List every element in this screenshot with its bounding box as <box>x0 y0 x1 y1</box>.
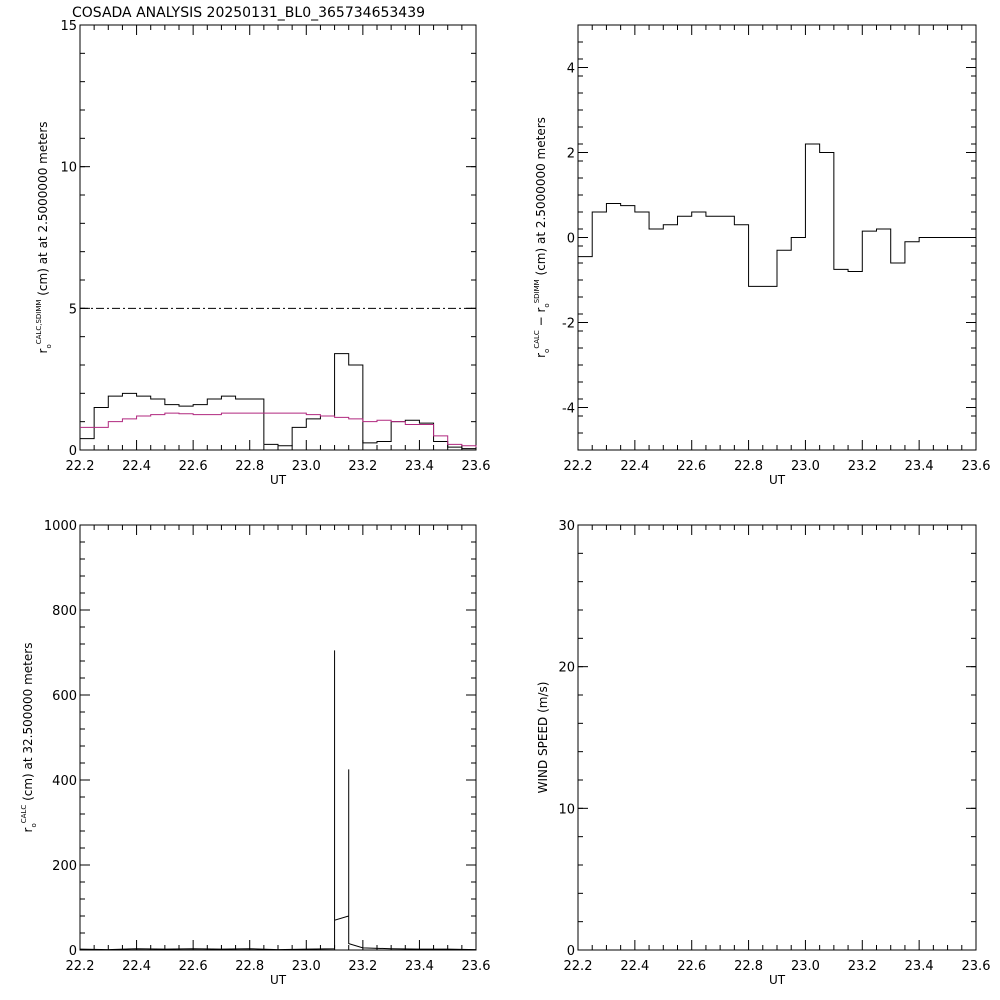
x-axis-label: UT <box>769 973 786 987</box>
series-line-1 <box>80 353 476 450</box>
y-tick-label: 400 <box>52 774 77 789</box>
ylabel-text: (cm) at 32.500000 meters <box>21 643 35 805</box>
ylabel-subscript: o <box>45 344 53 348</box>
x-tick-label: 23.2 <box>848 459 877 474</box>
y-axis-label: roCALC (cm) at 32.500000 meters <box>20 643 38 833</box>
x-tick-label: 22.2 <box>66 959 95 974</box>
x-tick-label: 22.8 <box>734 459 763 474</box>
ylabel-superscript: CALC <box>20 805 28 824</box>
x-tick-label: 22.6 <box>179 959 208 974</box>
ylabel-subscript: o <box>543 303 551 307</box>
y-tick-label: 10 <box>60 161 77 176</box>
y-tick-label: 0 <box>567 232 575 247</box>
ylabel-superscript: CALC,SDIMM <box>35 300 43 345</box>
x-tick-label: 23.6 <box>962 459 991 474</box>
chart-panel-3: 22.2 22.4 22.6 22.8 23.0 23.2 23.4 23.6 UT 0 200 40… <box>20 519 490 987</box>
series-line-1 <box>578 143 976 287</box>
y-tick-label: 10 <box>558 802 575 817</box>
y-tick-label: 5 <box>69 302 77 317</box>
ylabel-superscript: CALC <box>533 330 541 349</box>
ylabel-superscript: SDIMM <box>533 279 541 303</box>
x-tick-label: 23.0 <box>292 459 321 474</box>
y-tick-label: 600 <box>52 689 77 704</box>
plot-frame <box>79 524 477 951</box>
plot-frame <box>79 24 477 451</box>
y-axis-label: roCALC − roSDIMM (cm) at 2.5000000 meter… <box>533 117 551 358</box>
x-tick-label: 23.6 <box>462 959 491 974</box>
x-axis-label: UT <box>769 473 786 487</box>
x-tick-label: 22.2 <box>564 459 593 474</box>
chart-panel-4: 22.2 22.4 22.6 22.8 23.0 23.2 23.4 23.6 UT 0 10 20 3… <box>536 519 990 987</box>
x-tick-label: 23.2 <box>848 959 877 974</box>
y-tick-label: 4 <box>567 62 575 77</box>
y-axis-label: roCALC,SDIMM (cm) at at 2.5000000 meters <box>35 122 53 354</box>
y-tick-label: 30 <box>558 519 575 534</box>
ylabel-text: (cm) at 2.5000000 meters <box>534 117 548 279</box>
x-tick-label: 23.6 <box>462 459 491 474</box>
x-tick-label: 23.2 <box>348 459 377 474</box>
ylabel-subscript: o <box>30 823 38 827</box>
ylabel-text: (cm) at at 2.5000000 meters <box>36 122 50 300</box>
x-tick-label: 22.6 <box>677 459 706 474</box>
ylabel-symbol: − r <box>534 308 548 331</box>
ylabel-symbol: r <box>21 827 35 832</box>
plot-frame <box>577 24 977 451</box>
x-tick-label: 22.8 <box>235 459 264 474</box>
y-tick-label: 1000 <box>44 519 77 534</box>
series-line-1 <box>79 650 477 951</box>
x-tick-label: 22.2 <box>66 459 95 474</box>
plot-frame <box>577 524 977 951</box>
x-axis-label: UT <box>270 973 287 987</box>
ylabel-symbol: r <box>534 353 548 358</box>
x-tick-label: 22.6 <box>677 959 706 974</box>
x-tick-label: 23.4 <box>905 459 934 474</box>
chart-panel-2: 22.2 22.4 22.6 22.8 23.0 23.2 23.4 23.6 UT -4 -2 0 2… <box>533 24 991 487</box>
ylabel-subscript: o <box>543 349 551 353</box>
y-tick-label: -2 <box>562 317 575 332</box>
y-tick-label: -4 <box>562 402 575 417</box>
x-tick-label: 22.4 <box>122 459 151 474</box>
chart-panel-1: 22.2 22.4 22.6 22.8 23.0 23.2 23.4 23.6 UT 0 5 10 15… <box>35 19 490 487</box>
ylabel-symbol: r <box>36 348 50 353</box>
y-tick-label: 2 <box>567 147 575 162</box>
x-tick-label: 22.8 <box>235 959 264 974</box>
y-tick-label: 0 <box>567 944 575 959</box>
y-tick-label: 20 <box>558 661 575 676</box>
y-axis-label: WIND SPEED (m/s) <box>536 682 550 794</box>
y-tick-label: 15 <box>60 19 77 34</box>
y-tick-label: 0 <box>69 444 77 459</box>
x-tick-label: 23.2 <box>348 959 377 974</box>
x-tick-label: 22.6 <box>179 459 208 474</box>
x-tick-label: 22.8 <box>734 959 763 974</box>
y-tick-label: 0 <box>69 944 77 959</box>
x-tick-label: 23.4 <box>905 959 934 974</box>
x-tick-label: 23.0 <box>292 959 321 974</box>
y-tick-label: 800 <box>52 604 77 619</box>
x-tick-label: 22.4 <box>620 459 649 474</box>
x-tick-label: 23.0 <box>791 959 820 974</box>
y-tick-label: 200 <box>52 859 77 874</box>
ylabel-text: WIND SPEED (m/s) <box>536 682 550 794</box>
figure-title: COSADA ANALYSIS 20250131_BL0_36573465343… <box>72 5 425 21</box>
x-tick-label: 23.4 <box>405 459 434 474</box>
x-tick-label: 23.6 <box>962 959 991 974</box>
x-tick-label: 22.4 <box>122 959 151 974</box>
x-tick-label: 23.4 <box>405 959 434 974</box>
x-tick-label: 23.0 <box>791 459 820 474</box>
series-line-2 <box>80 412 477 448</box>
x-tick-label: 22.4 <box>620 959 649 974</box>
x-axis-label: UT <box>270 473 287 487</box>
x-tick-label: 22.2 <box>564 959 593 974</box>
